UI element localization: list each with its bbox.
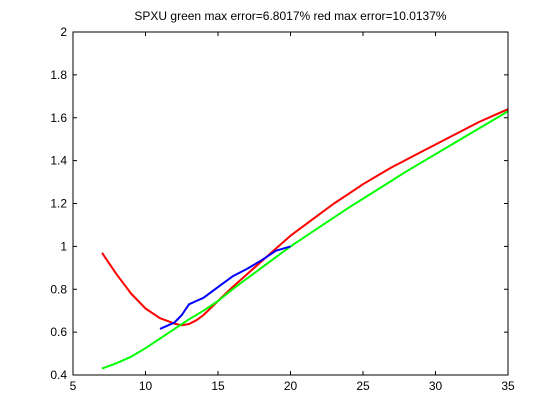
series-layer (101, 108, 509, 370)
x-tick-label: 25 (356, 379, 370, 393)
chart-title: SPXU green max error=6.8017% red max err… (134, 9, 446, 23)
x-tick-label: 10 (139, 379, 153, 393)
y-tick-label: 0.4 (50, 368, 67, 382)
x-tick-label: 35 (501, 379, 515, 393)
y-tick-label: 1.2 (50, 197, 67, 211)
axes-box (72, 31, 509, 376)
y-tick-label: 2 (60, 25, 67, 39)
x-tick-label: 30 (429, 379, 443, 393)
series-line-1 (101, 108, 509, 327)
y-tick-label: 1.6 (50, 111, 67, 125)
x-tick-label: 15 (211, 379, 225, 393)
y-tick-label: 1.4 (50, 154, 67, 168)
y-tick-label: 1.8 (50, 68, 67, 82)
ticks-layer: 5 10 15 20 25 30 35 0.4 0.6 0.8 1 1.2 1.4 1.6 1.8 2 (50, 25, 515, 393)
x-tick-label: 5 (70, 379, 77, 393)
x-tick-label: 20 (284, 379, 298, 393)
y-tick-label: 0.8 (50, 282, 67, 296)
y-tick-label: 0.6 (50, 325, 67, 339)
y-tick-label: 1 (60, 239, 67, 253)
series-line-2 (101, 110, 509, 370)
series-line-3 (159, 245, 291, 330)
